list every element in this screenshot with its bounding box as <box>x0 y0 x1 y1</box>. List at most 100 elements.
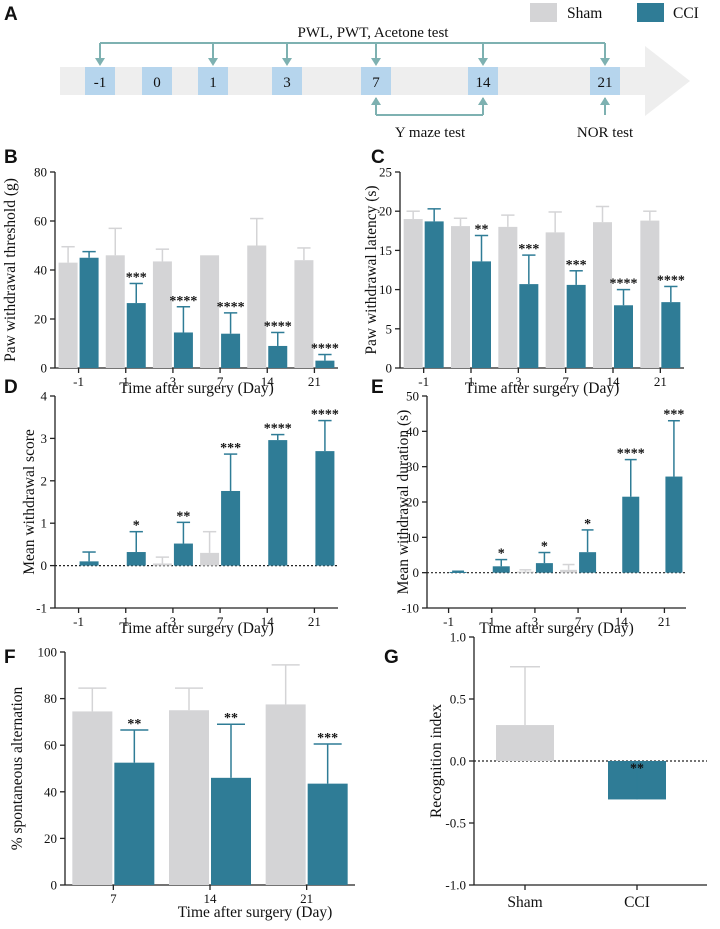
timeline-arrowhead <box>600 97 610 105</box>
legend-sham-label: Sham <box>567 5 602 22</box>
x-tick-label: 21 <box>308 374 321 389</box>
panel-c-withdrawal-latency: C 0 5 10 15 20 25 Paw withdrawal latency (s) -1 1… <box>363 147 685 397</box>
timeline-panel: A -1 0 1 3 7 14 21 PWL, PWT, Acetone test Y ma… <box>4 4 690 141</box>
sham-bar <box>169 710 209 885</box>
timeline-day-box <box>142 67 172 95</box>
timeline-arrowhead <box>282 58 292 66</box>
cci-bar <box>665 476 683 573</box>
timeline-day-box <box>198 67 228 95</box>
timeline-day-label: 7 <box>372 75 380 91</box>
y-tick-label: 100 <box>38 645 58 660</box>
y-tick-label: 10 <box>406 530 419 545</box>
timeline-day-box <box>590 67 620 95</box>
y-tick-label: 15 <box>379 243 392 258</box>
y-tick-label: -1 <box>36 601 47 616</box>
y-tick-label: 4 <box>41 389 48 404</box>
y-tick-label: 40 <box>34 263 47 278</box>
x-tick-label: 14 <box>261 614 275 629</box>
cci-bar <box>173 543 193 566</box>
x-tick-label: 7 <box>110 891 117 906</box>
y-tick-label: 80 <box>44 691 57 706</box>
sham-bar <box>72 711 113 885</box>
x-tick-label: 7 <box>562 374 569 389</box>
y-axis-title: Paw withdrawal latency (s) <box>363 185 380 354</box>
x-axis-title: Time after surgery (Day) <box>479 620 634 637</box>
y-tick-label: 20 <box>34 312 47 327</box>
x-tick-label: -1 <box>418 374 429 389</box>
panel-label: C <box>371 147 385 168</box>
panel-b-withdrawal-threshold: B 0 20 40 60 80 Paw withdrawal threshold (g) -1… <box>2 147 339 397</box>
cci-bar <box>221 490 241 566</box>
y-tick-label: 10 <box>379 282 392 297</box>
y-tick-label: 25 <box>379 165 392 180</box>
y-tick-label: 0 <box>41 558 48 573</box>
cci-bar <box>268 440 288 566</box>
sham-bar <box>451 226 470 368</box>
cci-bar <box>221 333 241 368</box>
y-tick-label: 1 <box>41 516 48 531</box>
significance-marker: * <box>541 540 548 555</box>
y-tick-label: -10 <box>402 601 419 616</box>
sham-bar <box>105 255 125 368</box>
significance-marker: * <box>133 519 140 534</box>
timeline-arrowhead <box>208 58 218 66</box>
panel-label: D <box>4 377 18 398</box>
y-tick-label: 0.5 <box>450 692 466 707</box>
y-tick-label: 20 <box>379 204 392 219</box>
y-tick-label: 0 <box>41 361 48 376</box>
x-tick-label: 7 <box>217 614 224 629</box>
cci-bar <box>449 571 467 573</box>
significance-marker: ** <box>224 711 238 726</box>
cci-bar <box>268 345 288 368</box>
y-tick-label: 40 <box>44 784 57 799</box>
timeline-top-label: PWL, PWT, Acetone test <box>298 25 450 41</box>
significance-marker: **** <box>264 422 292 437</box>
panel-label: F <box>4 647 16 668</box>
sham-bar <box>496 725 554 761</box>
x-tick-label: -1 <box>443 614 454 629</box>
timeline-arrowhead <box>600 58 610 66</box>
sham-bar <box>593 222 612 368</box>
cci-bar <box>472 261 491 368</box>
panel-g-recognition-index: G -1.0 -0.5 0.0 0.5 1.0 Recognition index Sham C… <box>384 630 707 911</box>
y-tick-label: 40 <box>406 424 419 439</box>
x-axis-title: Time after surgery (Day) <box>119 620 274 637</box>
x-tick-label: 21 <box>658 614 671 629</box>
significance-marker: *** <box>317 731 338 746</box>
significance-marker: ** <box>127 717 141 732</box>
significance-marker: **** <box>610 277 638 292</box>
x-tick-label: 14 <box>204 891 218 906</box>
timeline-arrowhead <box>371 58 381 66</box>
y-axis-title: Mean withdrawal duration (s) <box>395 410 412 595</box>
cci-bar <box>79 561 99 566</box>
timeline-day-label: 1 <box>209 75 217 91</box>
cci-bar <box>622 496 640 573</box>
cci-bar <box>535 563 553 573</box>
y-axis-title: Mean withdrawal score <box>21 429 38 575</box>
cci-bar <box>519 284 539 368</box>
cci-bar <box>315 360 335 368</box>
significance-marker: **** <box>217 300 245 315</box>
cci-bar <box>566 284 586 368</box>
sham-bar <box>545 232 565 368</box>
cci-bar <box>126 303 146 368</box>
significance-marker: *** <box>566 258 587 273</box>
timeline-arrowhead <box>95 58 105 66</box>
x-tick-label: 21 <box>300 891 313 906</box>
sham-bar <box>265 704 306 885</box>
x-axis-title: Time after surgery (Day) <box>465 380 620 397</box>
y-axis-title: Paw withdrawal threshold (g) <box>2 178 19 362</box>
x-tick-label: 1 <box>123 374 130 389</box>
sham-bar <box>247 245 267 368</box>
x-tick-label: 3 <box>515 374 522 389</box>
timeline-day-label: 14 <box>476 75 492 91</box>
timeline-day-box <box>85 67 115 95</box>
cci-bar <box>424 221 444 368</box>
y-tick-label: 60 <box>44 738 57 753</box>
x-tick-label: -1 <box>73 374 84 389</box>
significance-marker: * <box>584 517 591 532</box>
y-tick-label: 20 <box>406 495 419 510</box>
significance-marker: **** <box>617 447 645 462</box>
timeline-day-label: 3 <box>283 75 291 91</box>
